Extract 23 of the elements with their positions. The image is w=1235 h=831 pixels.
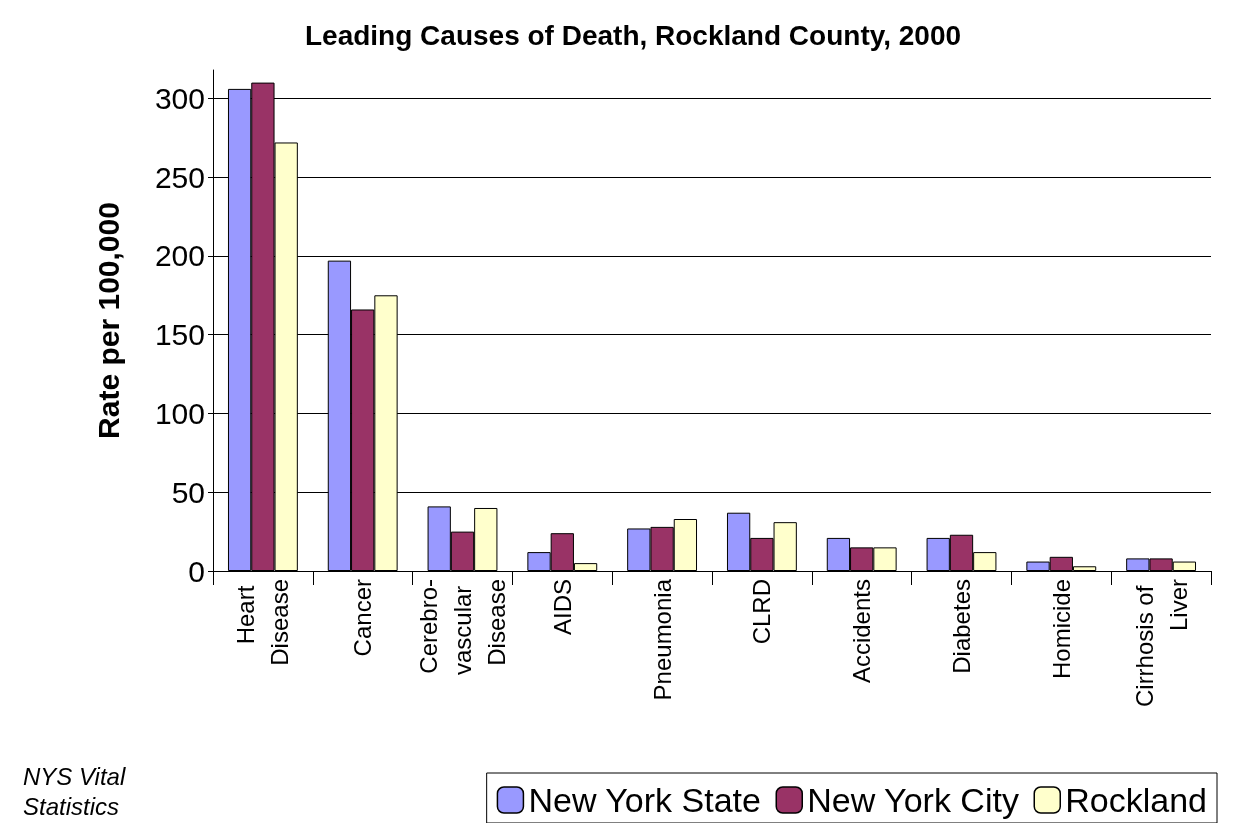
legend-label: New York State	[528, 781, 761, 819]
y-tick-label: 300	[154, 81, 205, 115]
y-tick-label: 150	[154, 318, 205, 352]
x-tick-label: Homicide	[1047, 579, 1075, 680]
y-tick-label: 200	[154, 239, 205, 273]
legend-label: New York City	[807, 781, 1019, 819]
y-tick-label: 250	[154, 160, 205, 194]
x-tick-label: Cirrhosis of Liver	[1130, 579, 1192, 708]
x-tick-label: CLRD	[748, 579, 776, 645]
y-tick-label: 100	[154, 396, 205, 430]
x-tick-label: Cancer	[349, 579, 377, 657]
x-tick-label: Heart Disease	[232, 579, 294, 666]
x-tick-label: Cerebro-vascular Disease	[415, 579, 510, 676]
legend-label: Rockland	[1065, 781, 1208, 819]
y-tick-label: 0	[188, 554, 205, 588]
x-tick-label: Accidents	[848, 579, 876, 684]
y-axis-title: Rate per 100,000	[91, 202, 125, 439]
x-tick-label: Diabetes	[948, 579, 975, 674]
y-tick-label: 50	[171, 475, 205, 509]
chart-title: Leading Causes of Death, Rockland County, 2000	[304, 19, 962, 51]
x-tick-label: AIDS	[548, 579, 576, 636]
x-tick-label: Pneumonia	[648, 578, 676, 701]
text: NYS Vital Statistics	[23, 762, 132, 820]
